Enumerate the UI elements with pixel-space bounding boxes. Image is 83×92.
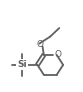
Text: O: O — [55, 50, 62, 59]
Text: Si: Si — [17, 60, 27, 69]
Text: O: O — [37, 40, 44, 49]
